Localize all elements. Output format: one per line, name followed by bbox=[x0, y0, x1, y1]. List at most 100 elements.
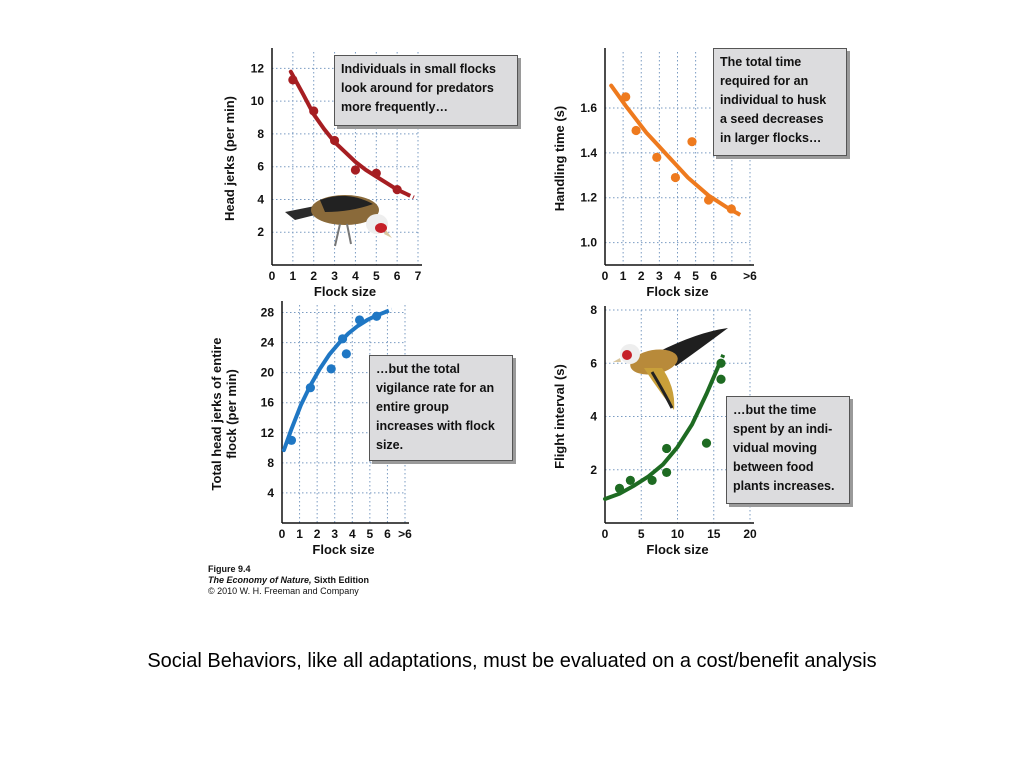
x-tick-label: 4 bbox=[674, 269, 681, 283]
data-point bbox=[647, 475, 657, 485]
x-tick-label: 5 bbox=[367, 527, 374, 541]
x-tick-label: 0 bbox=[279, 527, 286, 541]
y-axis-label-line: Total head jerks of entire bbox=[209, 338, 224, 491]
y-tick-label: 8 bbox=[590, 303, 597, 317]
x-tick-label: 5 bbox=[692, 269, 699, 283]
y-tick-label: 12 bbox=[261, 426, 275, 440]
x-tick-label: 0 bbox=[269, 269, 276, 283]
trend-line bbox=[281, 309, 389, 453]
y-tick-label: 6 bbox=[590, 356, 597, 370]
y-axis-label: Head jerks (per min) bbox=[222, 96, 237, 221]
trend-line-extension bbox=[736, 211, 744, 218]
y-tick-label: 20 bbox=[261, 366, 275, 380]
data-point bbox=[662, 443, 672, 454]
annotation-flight-interval: …but the time spent by an indi- vidual m… bbox=[726, 396, 850, 504]
x-tick-label: 1 bbox=[290, 269, 297, 283]
bird-face bbox=[622, 350, 632, 360]
y-tick-label: 1.2 bbox=[580, 191, 597, 205]
bird-face bbox=[375, 223, 387, 233]
data-point bbox=[326, 364, 336, 374]
annotation-head-jerks: Individuals in small flocks look around … bbox=[334, 55, 518, 126]
bird-body bbox=[630, 349, 678, 375]
data-point bbox=[662, 467, 672, 478]
data-point bbox=[371, 168, 381, 178]
y-tick-label: 1.4 bbox=[580, 146, 597, 160]
x-tick-label: 6 bbox=[384, 527, 391, 541]
data-point bbox=[354, 315, 365, 325]
y-axis-label-line: flock (per min) bbox=[224, 369, 239, 459]
annotation-handling-time: The total time required for an individua… bbox=[713, 48, 847, 156]
x-tick-label: 6 bbox=[394, 269, 401, 283]
book-title: The Economy of Nature, bbox=[208, 575, 312, 585]
data-point bbox=[329, 135, 340, 146]
data-point bbox=[350, 165, 361, 175]
x-axis-label: Flock size bbox=[646, 542, 708, 557]
x-tick-label: 5 bbox=[373, 269, 380, 283]
data-point bbox=[372, 311, 382, 321]
x-tick-label: 1 bbox=[296, 527, 303, 541]
trend-line bbox=[603, 366, 720, 501]
y-tick-label: 4 bbox=[267, 486, 274, 500]
annotation-total-head-jerks: …but the total vigilance rate for an ent… bbox=[369, 355, 513, 461]
bird-wing-bars bbox=[650, 371, 674, 409]
data-point bbox=[726, 204, 736, 214]
y-tick-label: 10 bbox=[251, 94, 265, 108]
y-tick-label: 6 bbox=[257, 160, 264, 174]
x-tick-label: 5 bbox=[638, 527, 645, 541]
copyright: © 2010 W. H. Freeman and Company bbox=[208, 586, 359, 596]
bird-beak bbox=[384, 230, 392, 238]
goldfinch-flying-icon bbox=[613, 328, 728, 410]
x-axis-label: Flock size bbox=[312, 542, 374, 557]
y-tick-label: 1.0 bbox=[580, 236, 597, 250]
book-edition: Sixth Edition bbox=[311, 575, 370, 585]
trend-line-extension bbox=[385, 307, 393, 314]
x-tick-label: 0 bbox=[602, 527, 609, 541]
x-tick-label: 2 bbox=[310, 269, 317, 283]
data-point bbox=[716, 374, 726, 384]
x-tick-label: 6 bbox=[710, 269, 717, 283]
x-tick-label: 0 bbox=[602, 269, 609, 283]
book-line: The Economy of Nature, Sixth Edition bbox=[208, 575, 369, 586]
y-tick-label: 28 bbox=[261, 306, 275, 320]
data-point bbox=[625, 475, 635, 485]
x-axis-label: Flock size bbox=[646, 284, 708, 299]
y-tick-label: 2 bbox=[590, 463, 597, 477]
x-axis-label: Flock size bbox=[314, 284, 376, 299]
data-point bbox=[621, 92, 631, 102]
x-tick-label: 15 bbox=[707, 527, 721, 541]
x-tick-label: 4 bbox=[349, 527, 356, 541]
y-axis-label: Total head jerks of entireflock (per min… bbox=[209, 338, 239, 491]
data-point bbox=[716, 358, 726, 368]
x-tick-label: 2 bbox=[314, 527, 321, 541]
trend-line-extension bbox=[406, 192, 415, 200]
x-tick-label: 7 bbox=[415, 269, 422, 283]
data-point bbox=[631, 125, 641, 136]
y-tick-label: 16 bbox=[261, 396, 275, 410]
bird-legs bbox=[334, 223, 352, 247]
data-point bbox=[703, 195, 714, 205]
y-tick-label: 2 bbox=[257, 225, 264, 239]
trend-line bbox=[609, 83, 740, 216]
x-tick-label: 4 bbox=[352, 269, 359, 283]
y-axis-label: Flight interval (s) bbox=[552, 364, 567, 469]
chart-flight-interval: 0 5 10 15 20 2 4 6 8 Flock size Flight interval (s… bbox=[552, 303, 757, 557]
data-point bbox=[341, 349, 351, 359]
y-tick-label: 12 bbox=[251, 61, 265, 75]
x-tick-label: 3 bbox=[331, 527, 338, 541]
chart-handling-time: 0 1 2 3 4 5 6 >6 1.0 1.2 1.4 1.6 Flock size Handling … bbox=[552, 48, 757, 299]
x-tick-label: 20 bbox=[743, 527, 757, 541]
y-tick-label: 8 bbox=[267, 456, 274, 470]
data-point bbox=[392, 185, 402, 195]
y-tick-label: 8 bbox=[257, 127, 264, 141]
x-tick-label: 2 bbox=[638, 269, 645, 283]
bird-beak bbox=[613, 358, 621, 362]
data-point bbox=[288, 75, 298, 85]
x-tick-label: 3 bbox=[331, 269, 338, 283]
y-tick-label: 24 bbox=[261, 336, 275, 350]
slide-footer-text: Social Behaviors, like all adaptations, … bbox=[147, 650, 877, 672]
bird-wing bbox=[320, 195, 373, 212]
data-point bbox=[309, 106, 319, 116]
x-tick-label: >6 bbox=[743, 269, 757, 283]
